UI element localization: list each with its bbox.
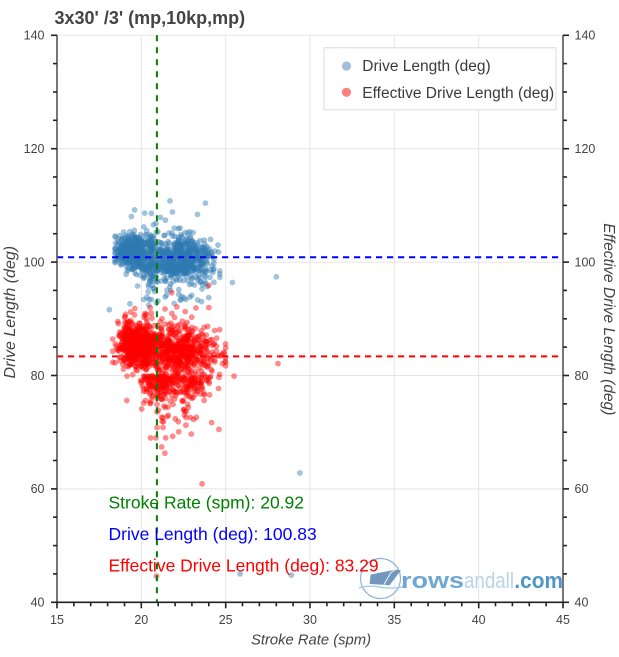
svg-text:.com: .com <box>514 568 563 593</box>
svg-text:40: 40 <box>575 596 589 610</box>
svg-text:Stroke Rate (spm): Stroke Rate (spm) <box>251 632 371 648</box>
svg-text:40: 40 <box>472 613 486 627</box>
svg-text:Drive Length (deg): 100.83: Drive Length (deg): 100.83 <box>109 524 317 544</box>
svg-text:140: 140 <box>575 29 596 43</box>
svg-text:140: 140 <box>24 29 45 43</box>
svg-text:25: 25 <box>219 613 233 627</box>
svg-text:35: 35 <box>387 613 401 627</box>
svg-text:Drive Length (deg): Drive Length (deg) <box>362 58 490 75</box>
svg-text:60: 60 <box>575 482 589 496</box>
svg-text:40: 40 <box>31 596 45 610</box>
svg-text:120: 120 <box>575 142 596 156</box>
svg-text:Drive Length (deg): Drive Length (deg) <box>2 246 19 379</box>
svg-text:rows: rows <box>401 568 464 593</box>
svg-text:Effective Drive Length (deg): Effective Drive Length (deg) <box>600 223 617 415</box>
svg-text:andall: andall <box>464 568 514 593</box>
svg-text:Effective Drive Length (deg): Effective Drive Length (deg) <box>362 85 554 102</box>
svg-text:100: 100 <box>575 255 596 269</box>
svg-text:80: 80 <box>575 369 589 383</box>
svg-text:Stroke Rate (spm): 20.92: Stroke Rate (spm): 20.92 <box>109 493 305 513</box>
svg-text:3x30' /3' (mp,10kp,mp): 3x30' /3' (mp,10kp,mp) <box>55 8 246 28</box>
svg-text:120: 120 <box>24 142 45 156</box>
svg-text:Effective Drive Length (deg):: Effective Drive Length (deg): 83.29 <box>109 556 379 576</box>
svg-text:15: 15 <box>50 613 64 627</box>
svg-text:60: 60 <box>31 482 45 496</box>
svg-text:80: 80 <box>31 369 45 383</box>
svg-text:30: 30 <box>303 613 317 627</box>
svg-text:100: 100 <box>24 255 45 269</box>
svg-text:20: 20 <box>134 613 148 627</box>
svg-text:45: 45 <box>556 613 570 627</box>
